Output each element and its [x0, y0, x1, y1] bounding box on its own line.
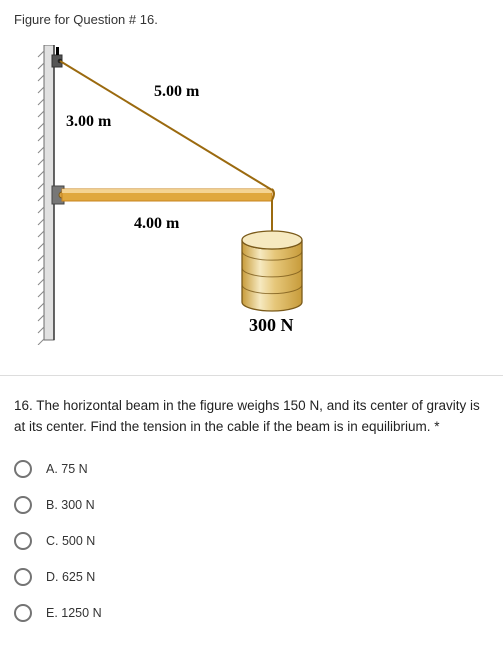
option-c[interactable]: C. 500 N	[14, 532, 489, 550]
question-text: 16. The horizontal beam in the figure we…	[14, 396, 489, 438]
radio-icon[interactable]	[14, 460, 32, 478]
physics-figure: 5.00 m 3.00 m 4.00 m 300 N	[24, 45, 394, 345]
options-group: A. 75 N B. 300 N C. 500 N D. 625 N E. 1250 N	[14, 460, 489, 622]
figure-svg	[24, 45, 394, 345]
figure-caption: Figure for Question # 16.	[14, 12, 489, 27]
option-label: A. 75 N	[46, 462, 88, 476]
label-300n: 300 N	[249, 315, 294, 336]
radio-icon[interactable]	[14, 496, 32, 514]
section-divider	[0, 375, 503, 376]
label-3m: 3.00 m	[66, 113, 111, 131]
radio-icon[interactable]	[14, 532, 32, 550]
option-a[interactable]: A. 75 N	[14, 460, 489, 478]
radio-icon[interactable]	[14, 604, 32, 622]
option-b[interactable]: B. 300 N	[14, 496, 489, 514]
option-label: C. 500 N	[46, 534, 95, 548]
option-d[interactable]: D. 625 N	[14, 568, 489, 586]
option-label: B. 300 N	[46, 498, 95, 512]
option-label: E. 1250 N	[46, 606, 102, 620]
option-e[interactable]: E. 1250 N	[14, 604, 489, 622]
radio-icon[interactable]	[14, 568, 32, 586]
option-label: D. 625 N	[46, 570, 95, 584]
label-5m: 5.00 m	[154, 83, 199, 101]
label-4m: 4.00 m	[134, 215, 179, 233]
